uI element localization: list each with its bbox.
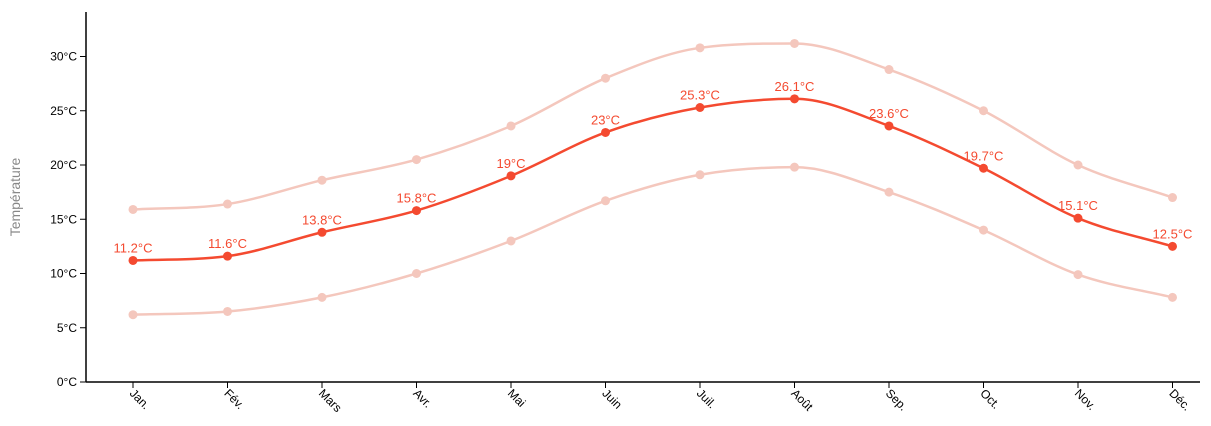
data-point-mean [884,121,894,131]
data-point-min [1168,292,1177,302]
x-tick-label: Juil. [694,386,719,411]
data-point-max [317,175,327,185]
data-point-min [979,225,988,235]
series-layer [128,38,1177,320]
data-point-min [1073,270,1083,280]
data-point-mean [790,94,799,104]
x-tick-label: Déc. [1166,386,1193,413]
data-point-mean [506,171,516,181]
y-tick-label: 0°C [57,375,77,389]
series-max [128,38,1177,214]
data-point-max [223,199,232,209]
x-tick-label: Jan. [127,386,153,412]
x-tick-label: Nov. [1072,386,1099,413]
data-point-min [790,162,799,172]
series-mean [128,94,1177,265]
data-point-mean [1168,241,1177,251]
data-label: 19.7°C [964,148,1004,163]
data-point-min [695,170,705,180]
data-point-mean [128,255,138,265]
x-tick-label: Juin [599,386,624,411]
x-tick-label: Août [788,386,816,414]
data-point-mean [223,251,232,261]
data-point-max [128,204,138,214]
y-tick-label: 10°C [50,267,77,281]
series-min [128,162,1177,320]
data-label: 11.2°C [114,240,153,255]
data-label: 25.3°C [680,87,720,102]
data-point-min [412,269,421,278]
data-label-layer: 11.2°C 11.6°C 13.8°C 15.8°C 19°C 23°C 25.3°C 26… [114,79,1193,256]
series-line-mean [132,97,1173,262]
data-point-max [1168,193,1177,203]
x-tick-label: Fév. [221,386,247,412]
data-label: 23.6°C [869,106,909,121]
data-point-max [884,65,894,75]
data-point-max [601,73,610,83]
data-point-max [790,38,799,48]
data-point-mean [695,102,705,112]
data-label: 19°C [496,156,525,171]
data-point-mean [601,127,610,137]
x-tick-label: Sep. [883,386,910,413]
axis-layer: 0°C 5°C 10°C 15°C 20°C 25°C 30°C Jan. Fév. Mars Av… [50,12,1200,415]
data-label: 15.8°C [397,191,437,206]
data-label: 13.8°C [302,212,342,227]
y-axis-title: Température [7,157,23,236]
x-tick-label: Mai [505,386,529,410]
data-point-max [1073,160,1083,170]
data-label: 26.1°C [775,79,815,94]
series-line-min [132,165,1173,316]
data-point-min [506,236,516,246]
data-label: 11.6°C [208,236,247,251]
x-tick-label: Avr. [410,386,434,410]
y-tick-label: 30°C [50,50,77,64]
y-tick-label: 5°C [57,321,77,335]
data-point-min [884,187,894,197]
data-point-max [979,106,988,116]
data-point-min [223,306,232,316]
x-tick-label: Oct. [977,386,1002,411]
y-tick-label: 20°C [50,158,77,172]
data-point-mean [1073,213,1083,223]
data-label: 12.5°C [1153,226,1193,241]
data-point-mean [317,227,327,237]
data-point-min [317,292,327,302]
y-tick-label: 25°C [50,104,77,118]
x-tick-label: Mars [316,386,345,415]
data-point-max [412,155,421,165]
data-point-min [128,310,138,320]
data-label: 15.1°C [1058,198,1098,213]
data-point-max [506,121,516,131]
data-point-mean [979,163,988,173]
data-point-min [601,196,610,206]
data-point-max [695,43,705,53]
y-tick-label: 15°C [50,212,77,226]
data-label: 23°C [591,112,620,127]
data-point-mean [412,206,421,216]
